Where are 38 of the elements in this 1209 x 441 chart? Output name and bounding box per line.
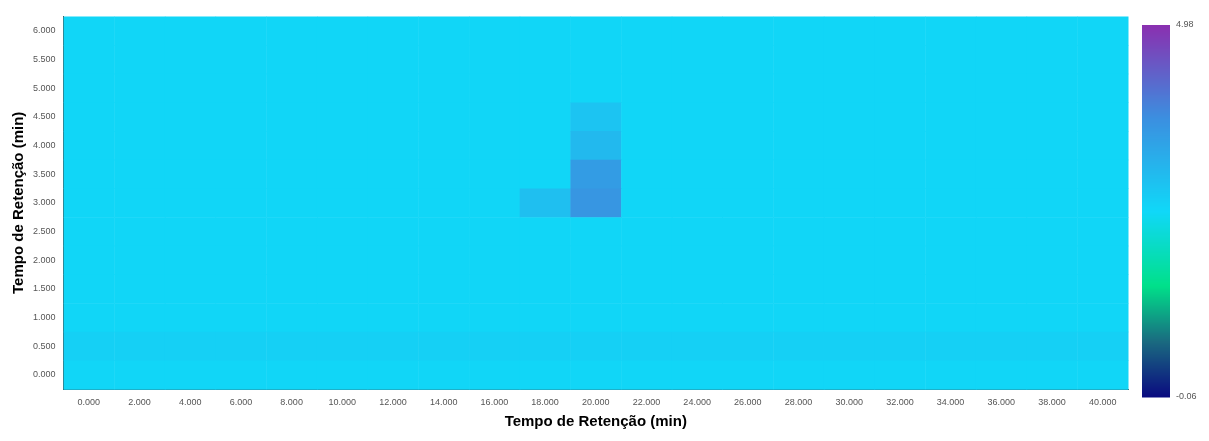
y-tick-label: 6.000 — [32, 25, 56, 36]
x-tick-label: 8.000 — [280, 397, 303, 408]
x-tick-label: 20.000 — [582, 397, 610, 408]
x-tick-label: 38.000 — [1038, 397, 1066, 408]
y-tick-label: 1.000 — [32, 311, 56, 322]
y-tick-label: 0.000 — [32, 369, 56, 380]
color-bar-label: 4.98 — [1176, 19, 1194, 30]
y-axis-title: Tempo de Retenção (min) — [9, 111, 27, 294]
y-tick-label: 3.000 — [32, 197, 56, 208]
x-tick-label: 40.000 — [1088, 397, 1117, 408]
x-tick-label: 10.000 — [328, 397, 357, 408]
x-tick-label: 18.000 — [531, 397, 559, 408]
x-tick-label: 12.000 — [379, 397, 407, 408]
y-tick-label: 4.500 — [32, 111, 56, 122]
x-tick-label: 16.000 — [480, 397, 509, 408]
y-tick-label: 1.500 — [32, 283, 56, 294]
x-tick-label: 34.000 — [936, 397, 965, 408]
x-tick-label: 4.000 — [178, 397, 202, 408]
x-tick-label: 6.000 — [229, 397, 253, 408]
x-tick-label: 26.000 — [734, 397, 762, 408]
y-tick-label: 5.500 — [32, 53, 56, 64]
x-tick-label: 0.000 — [77, 397, 101, 408]
x-tick-label: 22.000 — [632, 397, 661, 408]
y-tick-label: 0.500 — [32, 340, 56, 351]
x-axis-title: Tempo de Retenção (min) — [504, 412, 687, 430]
y-tick-label: 2.500 — [32, 225, 56, 236]
y-tick-label: 3.500 — [32, 168, 56, 179]
y-tick-label: 5.000 — [32, 82, 56, 93]
x-tick-label: 36.000 — [987, 397, 1016, 408]
y-tick-label: 2.000 — [32, 254, 56, 265]
x-tick-label: 24.000 — [683, 397, 711, 408]
x-tick-label: 14.000 — [429, 397, 458, 408]
x-tick-label: 2.000 — [128, 397, 151, 408]
x-tick-label: 30.000 — [835, 397, 863, 408]
x-tick-label: 28.000 — [784, 397, 813, 408]
x-tick-label: 32.000 — [886, 397, 914, 408]
y-tick-label: 4.000 — [32, 139, 56, 150]
color-bar-label: -0.06 — [1176, 391, 1197, 402]
